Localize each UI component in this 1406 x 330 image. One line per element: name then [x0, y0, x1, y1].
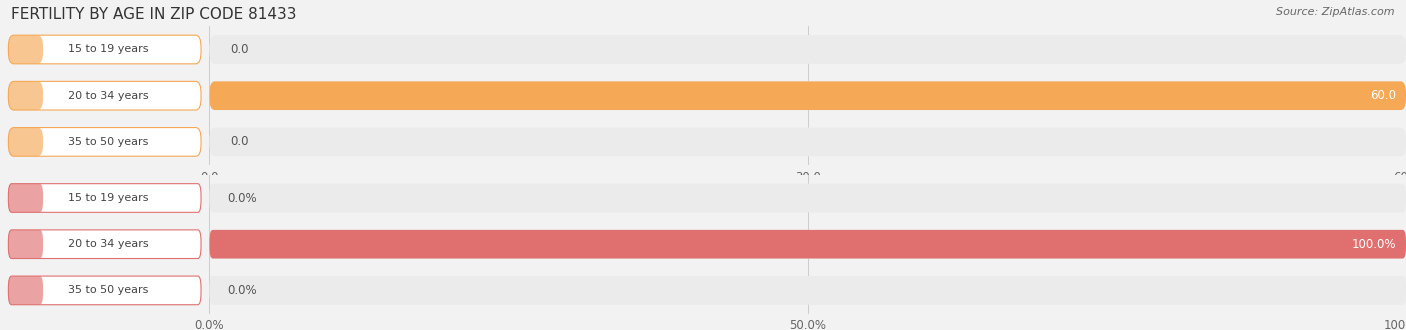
Text: Source: ZipAtlas.com: Source: ZipAtlas.com — [1277, 7, 1395, 16]
Text: 35 to 50 years: 35 to 50 years — [67, 137, 149, 147]
Text: 100.0%: 100.0% — [1353, 238, 1396, 251]
Text: 15 to 19 years: 15 to 19 years — [67, 45, 149, 54]
FancyBboxPatch shape — [209, 82, 1406, 110]
Text: 0.0: 0.0 — [231, 43, 249, 56]
FancyBboxPatch shape — [209, 128, 1406, 156]
FancyBboxPatch shape — [8, 82, 44, 110]
Text: 0.0: 0.0 — [231, 135, 249, 148]
Text: 0.0%: 0.0% — [228, 284, 257, 297]
FancyBboxPatch shape — [209, 82, 1406, 110]
FancyBboxPatch shape — [8, 230, 201, 258]
FancyBboxPatch shape — [8, 230, 44, 258]
FancyBboxPatch shape — [209, 184, 1406, 212]
FancyBboxPatch shape — [8, 184, 201, 212]
FancyBboxPatch shape — [8, 276, 201, 305]
Text: FERTILITY BY AGE IN ZIP CODE 81433: FERTILITY BY AGE IN ZIP CODE 81433 — [11, 7, 297, 21]
FancyBboxPatch shape — [8, 128, 44, 156]
FancyBboxPatch shape — [209, 276, 1406, 305]
Text: 35 to 50 years: 35 to 50 years — [67, 285, 149, 295]
Text: 20 to 34 years: 20 to 34 years — [67, 239, 149, 249]
FancyBboxPatch shape — [8, 82, 201, 110]
Text: 60.0: 60.0 — [1371, 89, 1396, 102]
Text: 20 to 34 years: 20 to 34 years — [67, 91, 149, 101]
FancyBboxPatch shape — [8, 35, 44, 64]
FancyBboxPatch shape — [209, 230, 1406, 258]
Text: 15 to 19 years: 15 to 19 years — [67, 193, 149, 203]
FancyBboxPatch shape — [209, 35, 1406, 64]
FancyBboxPatch shape — [8, 184, 44, 212]
FancyBboxPatch shape — [209, 230, 1406, 258]
FancyBboxPatch shape — [8, 128, 201, 156]
FancyBboxPatch shape — [8, 276, 44, 305]
FancyBboxPatch shape — [8, 35, 201, 64]
Text: 0.0%: 0.0% — [228, 191, 257, 205]
